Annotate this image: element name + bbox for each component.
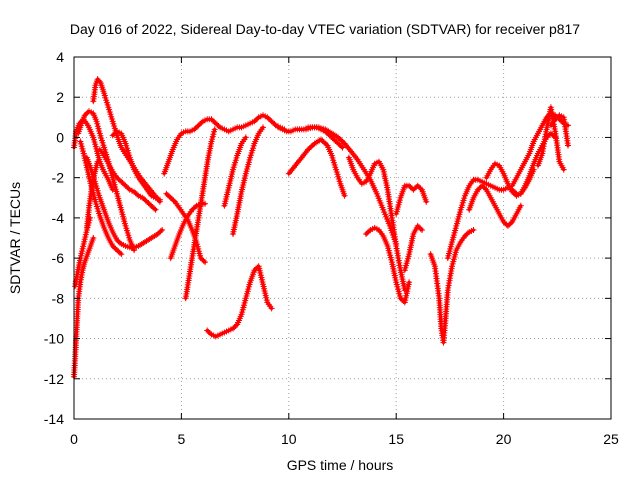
series-markers	[547, 112, 571, 149]
series-arc-ae	[547, 112, 571, 149]
series-layer	[71, 76, 571, 380]
x-tick-label: 20	[496, 431, 512, 447]
series-markers	[401, 222, 425, 274]
y-tick-label: -10	[44, 331, 64, 347]
series-line	[162, 113, 287, 176]
series-line	[364, 226, 411, 304]
y-tick-label: -2	[52, 170, 65, 186]
series-markers	[466, 182, 524, 229]
series-arc-h	[71, 235, 97, 380]
series-markers	[75, 108, 138, 254]
y-axis-label: SDTVAR / TECUs	[7, 182, 23, 294]
y-tick-labels: 4 2 0 -2 -4 -6 -8 -10 -12 -14	[44, 49, 64, 427]
series-markers	[230, 124, 266, 237]
series-arc-m	[167, 200, 208, 262]
series-markers	[444, 176, 520, 262]
y-tick-label: -14	[44, 411, 64, 427]
series-arc-w	[393, 182, 430, 217]
series-arc-e	[83, 154, 166, 252]
series-arc-o	[204, 263, 275, 340]
series-markers	[109, 128, 163, 203]
series-arc-b	[75, 108, 138, 254]
series-markers	[77, 138, 125, 258]
series-arc-k	[161, 112, 288, 177]
series-markers	[393, 182, 430, 217]
series-markers	[204, 263, 275, 340]
series-markers	[363, 224, 413, 306]
series-arc-q	[230, 124, 266, 237]
series-arc-p	[221, 134, 249, 209]
x-tick-label: 25	[603, 431, 619, 447]
series-markers	[161, 112, 288, 177]
y-tick-label: 0	[56, 129, 64, 145]
y-tick-label: 2	[56, 89, 64, 105]
series-markers	[182, 126, 218, 302]
series-markers	[427, 227, 477, 346]
x-tick-label: 0	[70, 431, 78, 447]
y-tick-label: -8	[52, 290, 65, 306]
x-tick-label: 10	[281, 431, 297, 447]
plot-frame	[73, 56, 612, 420]
series-arc-aa	[466, 182, 524, 229]
y-tick-label: -12	[44, 371, 64, 387]
series-arc-ac	[509, 110, 571, 189]
series-arc-af	[517, 130, 559, 197]
series-arc-f	[96, 146, 159, 213]
series-markers	[345, 154, 408, 294]
y-tick-label: -6	[52, 250, 65, 266]
y-tick-label: -4	[52, 210, 65, 226]
series-arc-v	[363, 224, 413, 306]
series-arc-s	[285, 136, 348, 199]
series-markers	[83, 154, 166, 252]
series-markers	[167, 200, 208, 262]
series-markers	[71, 235, 97, 380]
series-arc-d	[109, 128, 163, 203]
series-arc-u	[345, 154, 408, 294]
x-axis-label: GPS time / hours	[287, 457, 394, 473]
series-arc-y	[427, 227, 477, 346]
y-tick-label: 4	[56, 49, 64, 65]
series-markers	[517, 130, 559, 197]
series-markers	[285, 136, 348, 199]
x-tick-label: 15	[388, 431, 404, 447]
x-tick-label: 5	[178, 431, 186, 447]
series-markers	[221, 134, 249, 209]
series-arc-j	[83, 158, 101, 231]
series-arc-n	[182, 126, 218, 302]
series-arc-g	[77, 138, 125, 258]
series-arc-x	[401, 222, 425, 274]
x-tick-labels: 0 5 10 15 20 25	[70, 431, 619, 447]
series-line	[304, 125, 398, 246]
series-markers	[83, 158, 101, 231]
series-arc-z	[444, 176, 520, 262]
axis-ticks	[73, 56, 612, 420]
series-markers	[96, 146, 159, 213]
chart-title: Day 016 of 2022, Sidereal Day-to-day VTE…	[70, 21, 580, 37]
